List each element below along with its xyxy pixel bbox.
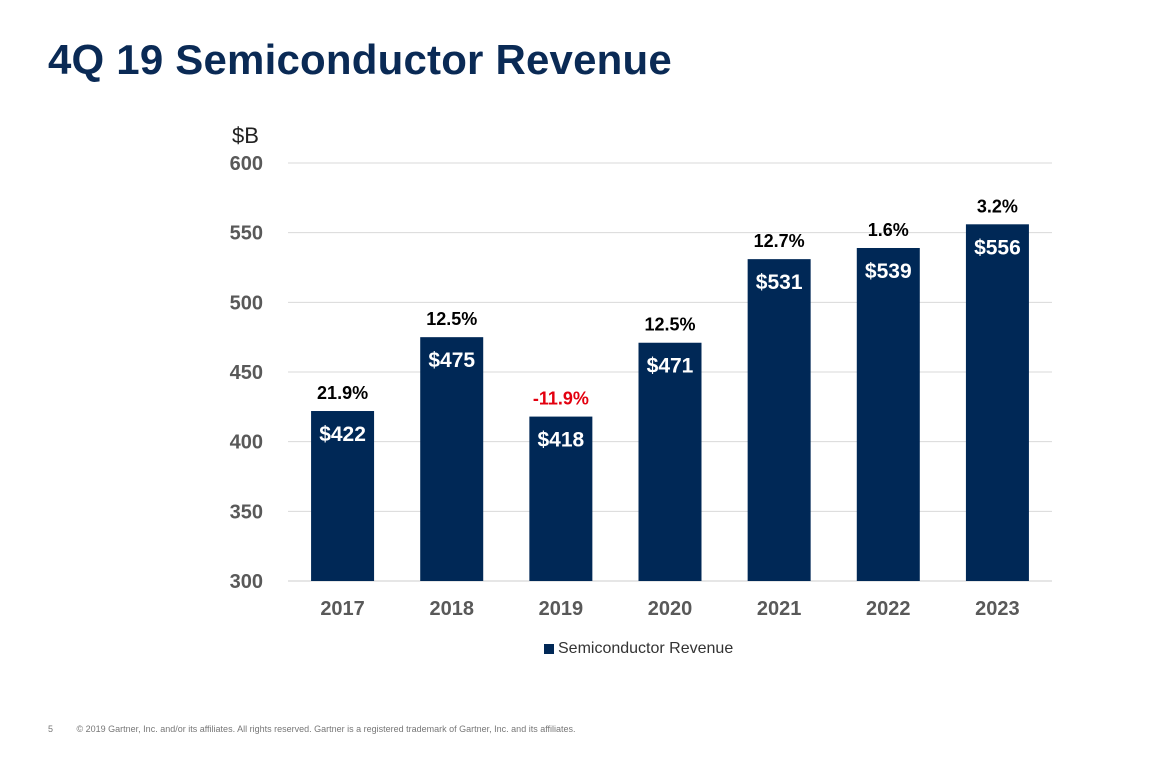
bar (529, 416, 593, 581)
bar (638, 342, 702, 581)
bar (747, 259, 811, 581)
growth-label: 21.9% (317, 383, 368, 403)
y-tick-label: 500 (230, 292, 263, 314)
growth-label: 3.2% (977, 196, 1018, 216)
bar-chart: $B 300 350 400 450 500 550 600 $422 21.9% $475 12… (230, 123, 1052, 620)
y-tick-label: 450 (230, 362, 263, 384)
y-tick-label: 400 (230, 432, 263, 454)
growth-label: 1.6% (868, 220, 909, 240)
x-tick-label: 2019 (539, 598, 584, 620)
page-number: 5 (48, 724, 54, 734)
growth-label: -11.9% (533, 389, 589, 409)
growth-label: 12.7% (754, 231, 805, 251)
x-tick-label: 2020 (648, 598, 693, 620)
bar-value-label: $475 (428, 349, 475, 372)
copyright-notice: © 2019 Gartner, Inc. and/or its affiliat… (76, 724, 576, 734)
y-axis-label: $B (232, 123, 259, 148)
bar (856, 247, 920, 581)
bar (965, 224, 1029, 581)
bar-value-label: $531 (756, 271, 803, 294)
footer: 5 © 2019 Gartner, Inc. and/or its affili… (48, 724, 576, 734)
y-tick-label: 300 (230, 571, 263, 593)
bar (311, 411, 375, 581)
bar (420, 337, 484, 581)
page-title: 4Q 19 Semiconductor Revenue (48, 36, 672, 83)
bars: $422 21.9% $475 12.5% $418 -11.9% $471 12.5% $53… (311, 196, 1029, 581)
x-tick-label: 2018 (429, 598, 474, 620)
bar-value-label: $539 (865, 260, 912, 283)
y-tick-label: 550 (230, 223, 263, 245)
legend-label: Semiconductor Revenue (558, 640, 734, 657)
legend-swatch (544, 644, 554, 654)
y-tick-label: 350 (230, 501, 263, 523)
x-tick-label: 2021 (757, 598, 802, 620)
x-tick-label: 2023 (975, 598, 1020, 620)
x-tick-label: 2017 (320, 598, 365, 620)
growth-label: 12.5% (644, 315, 695, 335)
growth-label: 12.5% (426, 309, 477, 329)
y-tick-label: 600 (230, 153, 263, 175)
x-axis-ticks: 2017 2018 2019 2020 2021 2022 2023 (320, 598, 1019, 620)
bar-value-label: $556 (974, 236, 1021, 259)
bar-value-label: $422 (319, 423, 366, 446)
legend: Semiconductor Revenue (544, 640, 733, 658)
bar-value-label: $471 (647, 355, 694, 378)
bar-value-label: $418 (537, 429, 584, 452)
y-axis-ticks: 300 350 400 450 500 550 600 (230, 153, 263, 593)
x-tick-label: 2022 (866, 598, 911, 620)
